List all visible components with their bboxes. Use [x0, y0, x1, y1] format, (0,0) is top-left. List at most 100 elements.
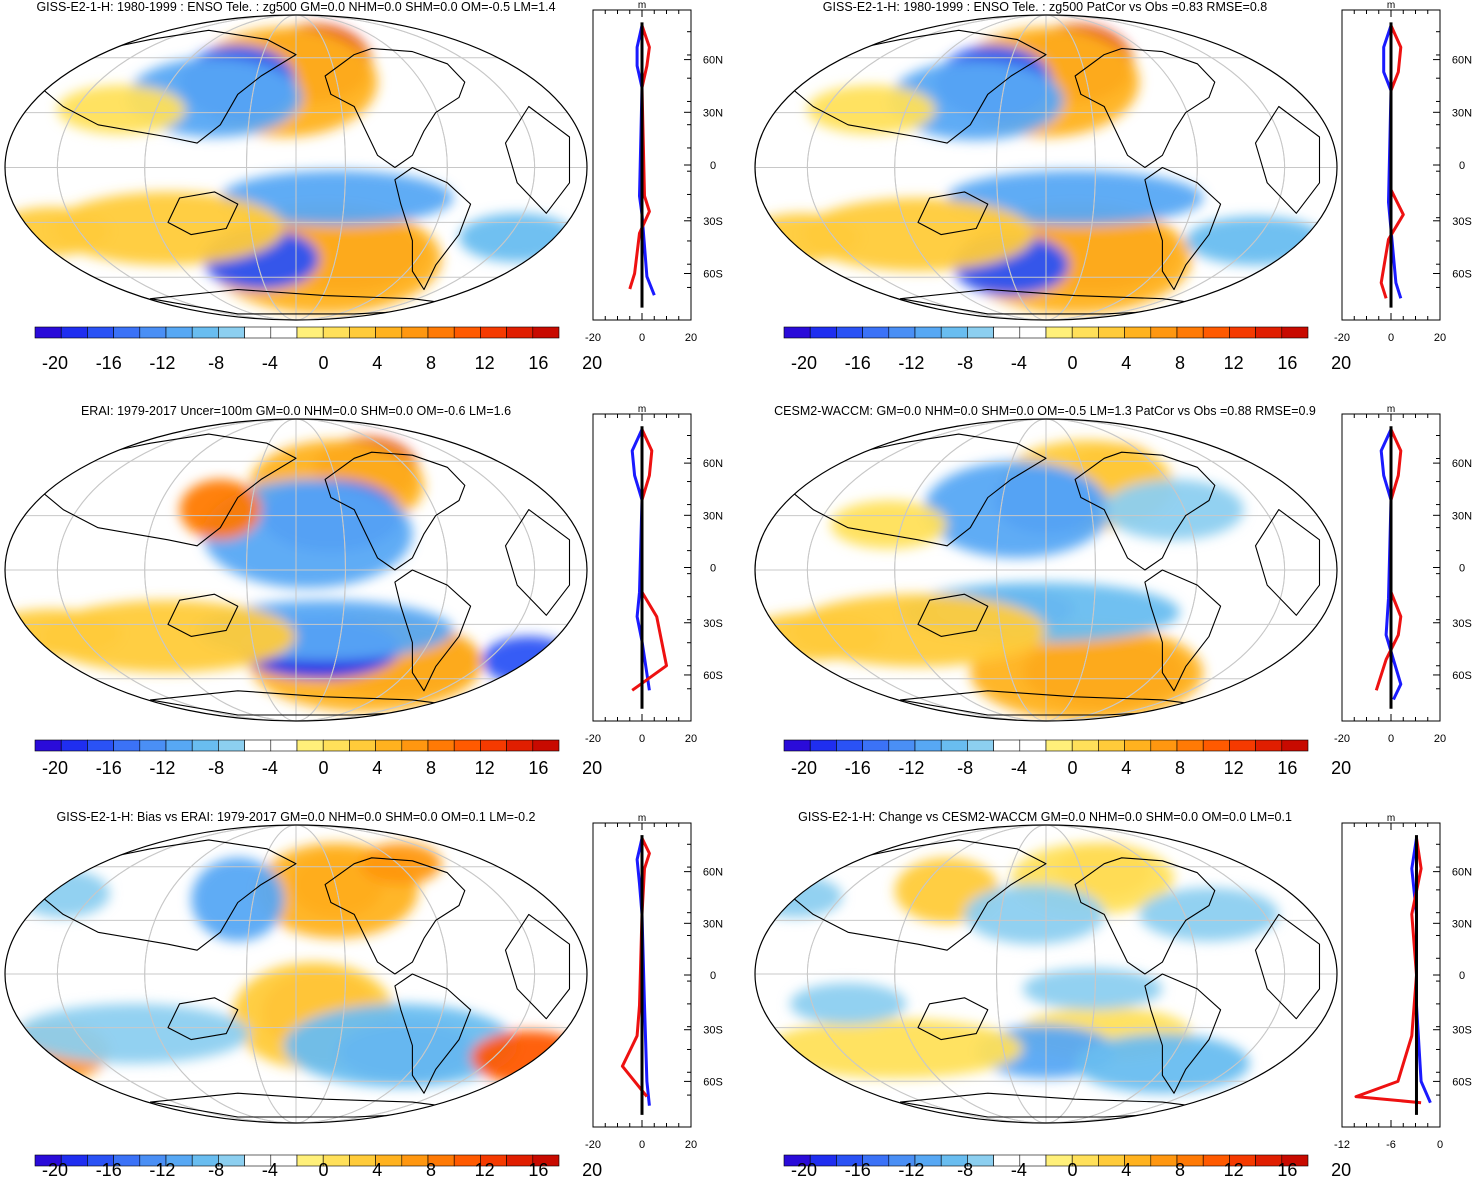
colorbar-label: 16 — [1277, 1160, 1297, 1179]
colorbar-label: -4 — [1011, 1160, 1027, 1179]
colorbar-segment — [401, 1154, 429, 1167]
profile-unit: m — [638, 0, 646, 11]
latitude-label: 60N — [703, 458, 723, 470]
colorbar-segment — [532, 326, 560, 339]
panel-title: GISS-E2-1-H: 1980-1999 : ENSO Tele. : zg… — [823, 0, 1267, 14]
coastline — [324, 451, 466, 571]
colorbar: -20 -16 -12 -8 -4 0 4 8 12 16 20 — [34, 739, 602, 778]
profile-xtick-label: 0 — [639, 733, 645, 745]
colorbar-segment — [1255, 326, 1283, 339]
zonal-profile: m 60N 30N 0 30S 60S -20 0 20 — [1334, 0, 1472, 344]
coastline — [1254, 913, 1321, 1020]
latitude-label: 0 — [1459, 970, 1465, 982]
colorbar-label: 20 — [1331, 1160, 1351, 1179]
colorbar-segment — [783, 739, 811, 752]
coastline — [917, 997, 989, 1041]
latitude-label: 30N — [1452, 107, 1472, 119]
graticule-meridian — [806, 15, 1286, 320]
latitude-label: 30S — [1452, 216, 1472, 228]
colorbar-label: 20 — [582, 1160, 602, 1179]
latitude-label: 60N — [1452, 458, 1472, 470]
colorbar-label: 20 — [1331, 758, 1351, 778]
coastline — [504, 105, 571, 214]
colorbar-label: -4 — [262, 353, 278, 373]
colorbar-segment — [506, 739, 534, 752]
colorbar-segment — [993, 326, 1021, 339]
anomaly-blob — [755, 612, 884, 661]
colorbar-segment — [914, 739, 942, 752]
coastline — [1074, 451, 1216, 571]
colorbar: -20 -16 -12 -8 -4 0 4 8 12 16 20 — [783, 739, 1351, 778]
latitude-label: 60S — [1452, 1076, 1472, 1088]
colorbar-label: 12 — [1224, 353, 1244, 373]
colorbar-segment — [165, 326, 193, 339]
colorbar-segment — [1202, 739, 1230, 752]
colorbar-segment — [270, 739, 298, 752]
latitude-label: 60S — [1452, 269, 1472, 281]
profile-unit: m — [1387, 0, 1395, 11]
colorbar-segment — [87, 739, 114, 752]
colorbar-segment — [113, 739, 141, 752]
colorbar-segment — [1045, 326, 1073, 339]
map-field — [755, 825, 1337, 1123]
zonal-profile: m 60N 30N 0 30S 60S -20 0 20 — [585, 813, 723, 1151]
colorbar-segment — [1229, 739, 1256, 752]
colorbar-label: 4 — [372, 353, 382, 373]
graticule-meridian — [806, 419, 1286, 721]
colorbar: -20 -16 -12 -8 -4 0 4 8 12 16 20 — [783, 1154, 1351, 1179]
latitude-label: 30N — [1452, 918, 1472, 930]
colorbar-segment — [244, 739, 272, 752]
latitude-label: 30N — [1452, 510, 1472, 522]
colorbar-label: 12 — [1224, 1160, 1244, 1179]
profile-xtick-label: -20 — [585, 733, 601, 745]
map-border — [4, 418, 588, 722]
panel-p4: CESM2-WACCM: GM=0.0 NHM=0.0 SHM=0.0 OM=-… — [754, 404, 1472, 778]
profile-unit: m — [638, 813, 646, 824]
coastline — [1074, 47, 1216, 169]
colorbar-segment — [1255, 739, 1283, 752]
colorbar-label: -20 — [42, 353, 68, 373]
coastline — [917, 191, 989, 236]
colorbar-segment — [270, 326, 298, 339]
latitude-label: 60S — [703, 670, 723, 682]
colorbar-segment — [296, 739, 324, 752]
map-border — [754, 14, 1338, 321]
colorbar-label: -16 — [845, 758, 871, 778]
anomaly-blob — [51, 191, 285, 266]
latitude-label: 30S — [1452, 618, 1472, 630]
colorbar-label: -8 — [208, 758, 224, 778]
panel-p5: GISS-E2-1-H: Bias vs ERAI: 1979-2017 GM=… — [4, 810, 723, 1179]
anomaly-blob — [1139, 887, 1279, 942]
map-field — [755, 15, 1337, 320]
colorbar-label: 20 — [582, 758, 602, 778]
colorbar-segment — [1019, 739, 1047, 752]
anomaly-blob — [801, 198, 1035, 272]
colorbar-segment — [888, 739, 916, 752]
colorbar-label: 8 — [426, 758, 436, 778]
latitude-label: 60N — [703, 55, 723, 67]
profile-unit: m — [1387, 813, 1395, 824]
colorbar-segment — [1098, 739, 1125, 752]
profile-unit: m — [638, 404, 646, 415]
colorbar-segment — [349, 326, 376, 339]
anomaly-blob — [220, 170, 454, 226]
graticule-meridian — [894, 15, 1198, 320]
panel-title: CESM2-WACCM: GM=0.0 NHM=0.0 SHM=0.0 OM=-… — [774, 404, 1316, 418]
graticule-meridian — [996, 419, 1096, 721]
coastline — [1074, 857, 1216, 975]
colorbar-segment — [139, 326, 167, 339]
anomaly-blob — [470, 1030, 587, 1085]
colorbar-segment — [532, 1154, 560, 1167]
colorbar-label: -4 — [1011, 353, 1027, 373]
colorbar-segment — [60, 326, 88, 339]
latitude-label: 60S — [703, 269, 723, 281]
colorbar-segment — [888, 326, 916, 339]
panel-p2: GISS-E2-1-H: 1980-1999 : ENSO Tele. : zg… — [754, 0, 1472, 373]
profile-xtick-label: -20 — [585, 1139, 601, 1151]
colorbar-segment — [914, 326, 942, 339]
colorbar-label: 12 — [475, 1160, 495, 1179]
colorbar-segment — [453, 739, 481, 752]
colorbar-label: -12 — [898, 758, 924, 778]
colorbar-segment — [809, 326, 837, 339]
colorbar-segment — [1045, 739, 1073, 752]
